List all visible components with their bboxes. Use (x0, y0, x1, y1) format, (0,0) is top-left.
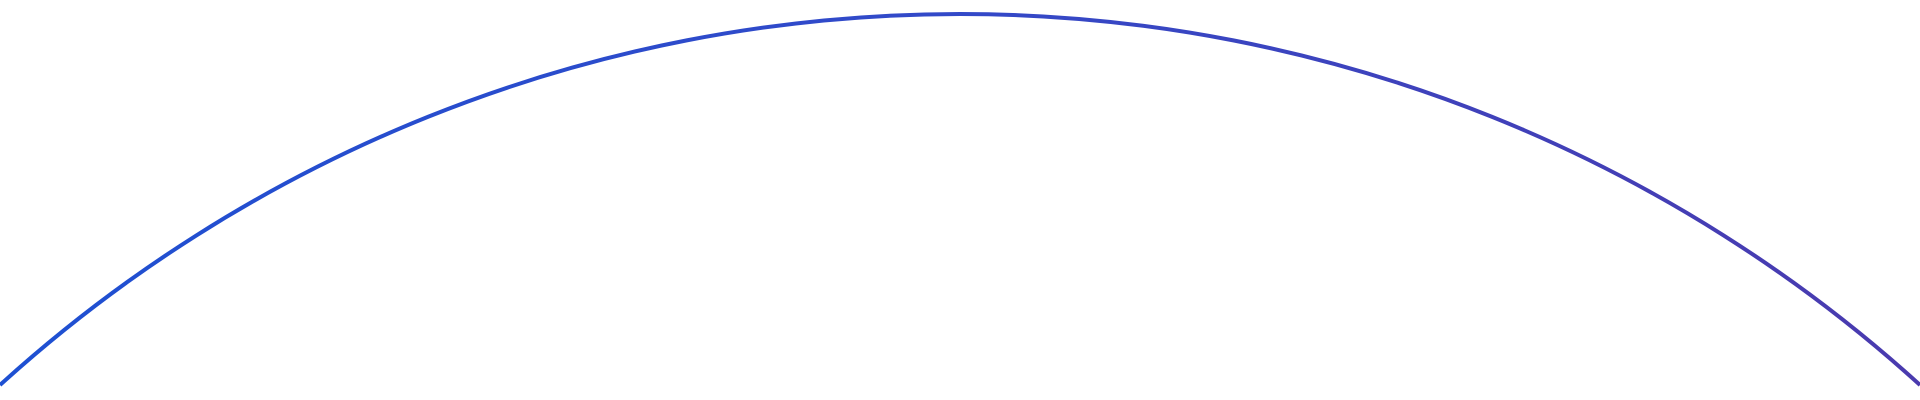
decorative-arc (0, 12, 1920, 387)
